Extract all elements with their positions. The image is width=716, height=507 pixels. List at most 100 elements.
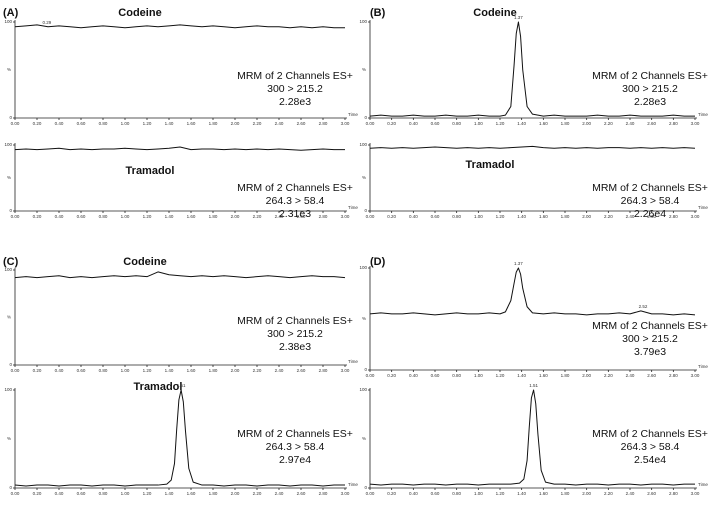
x-tick-label: 1.40: [165, 491, 174, 496]
x-tick-label: 0.20: [33, 491, 42, 496]
x-axis-label: Time: [348, 482, 358, 487]
y-tick-label: 100: [4, 267, 12, 272]
x-tick-label: 2.00: [231, 491, 240, 496]
x-tick-label: 1.60: [187, 121, 196, 126]
annotation: MRM of 2 Channels ES+: [592, 70, 708, 82]
x-tick-label: 0.00: [11, 121, 20, 126]
x-tick-label: 2.80: [319, 214, 328, 219]
x-axis-label: Time: [348, 205, 358, 210]
x-tick-label: 1.40: [517, 491, 526, 496]
x-tick-label: 2.80: [319, 491, 328, 496]
y-tick-label: 0: [364, 367, 367, 372]
x-tick-label: 0.40: [409, 491, 418, 496]
trace: [369, 21, 695, 117]
x-tick-label: 0.20: [33, 214, 42, 219]
x-tick-label: 0.40: [55, 121, 64, 126]
x-tick-label: 2.00: [231, 368, 240, 373]
x-tick-label: 2.00: [231, 121, 240, 126]
x-tick-label: 0.00: [366, 373, 375, 378]
y-axis-label: %: [7, 315, 11, 320]
x-tick-label: 1.20: [143, 121, 152, 126]
x-tick-label: 3.00: [691, 373, 700, 378]
x-tick-label: 1.20: [143, 368, 152, 373]
annotation: MRM of 2 Channels ES+: [237, 182, 353, 194]
x-tick-label: 0.80: [452, 214, 461, 219]
y-tick-label: 100: [359, 142, 367, 147]
y-axis-label: %: [362, 175, 366, 180]
x-tick-label: 0.60: [431, 121, 440, 126]
x-tick-label: 2.60: [297, 491, 306, 496]
x-tick-label: 0.80: [452, 491, 461, 496]
x-tick-label: 0.40: [409, 121, 418, 126]
x-tick-label: 0.20: [387, 491, 396, 496]
x-tick-label: 1.80: [561, 491, 570, 496]
x-axis-label: Time: [698, 482, 708, 487]
x-tick-label: 2.80: [669, 214, 678, 219]
x-tick-label: 3.00: [691, 214, 700, 219]
x-tick-label: 0.20: [33, 368, 42, 373]
chart-title: Codeine: [473, 7, 516, 19]
peak-label: 1.51: [529, 383, 538, 388]
x-tick-label: 0.20: [387, 214, 396, 219]
panel-label: (A): [3, 7, 19, 19]
x-tick-label: 1.80: [561, 214, 570, 219]
annotation: 300 > 215.2: [622, 333, 678, 345]
annotation: 2.54e4: [634, 454, 666, 466]
trace: [369, 145, 696, 149]
trace: [369, 389, 695, 486]
chart-title: Tramadol: [466, 159, 515, 171]
x-tick-label: 3.00: [691, 491, 700, 496]
peak-label: 1.37: [514, 261, 523, 266]
x-tick-label: 2.80: [669, 373, 678, 378]
y-tick-label: 0: [364, 115, 367, 120]
y-tick-label: 0: [9, 208, 12, 213]
annotation: 2.28e3: [279, 96, 311, 108]
x-tick-label: 0.80: [99, 214, 108, 219]
x-tick-label: 2.60: [297, 214, 306, 219]
annotation: 2.26e4: [634, 208, 666, 220]
y-tick-label: 100: [4, 142, 12, 147]
x-tick-label: 0.60: [431, 373, 440, 378]
x-tick-label: 0.60: [77, 491, 86, 496]
x-tick-label: 2.20: [604, 491, 613, 496]
annotation: 300 > 215.2: [622, 83, 678, 95]
y-axis-label: %: [7, 436, 11, 441]
x-tick-label: 1.60: [539, 491, 548, 496]
x-tick-label: 1.80: [209, 214, 218, 219]
x-tick-label: 1.00: [474, 373, 483, 378]
x-tick-label: 0.80: [99, 368, 108, 373]
annotation: MRM of 2 Channels ES+: [237, 315, 353, 327]
trace: [14, 146, 345, 151]
x-tick-label: 1.40: [517, 121, 526, 126]
x-tick-label: 0.60: [77, 368, 86, 373]
x-tick-label: 2.20: [253, 121, 262, 126]
annotation: 3.79e3: [634, 346, 666, 358]
annotation: MRM of 2 Channels ES+: [237, 428, 353, 440]
chart-title: Codeine: [118, 7, 161, 19]
x-tick-label: 1.80: [209, 491, 218, 496]
x-tick-label: 1.00: [121, 491, 130, 496]
y-tick-label: 0: [364, 485, 367, 490]
x-tick-label: 1.00: [474, 214, 483, 219]
x-tick-label: 2.60: [647, 214, 656, 219]
x-tick-label: 1.20: [496, 214, 505, 219]
trace: [14, 389, 345, 487]
annotation: MRM of 2 Channels ES+: [592, 320, 708, 332]
y-tick-label: 100: [4, 387, 12, 392]
trace: [14, 24, 345, 29]
annotation: 264.3 > 58.4: [266, 195, 325, 207]
x-tick-label: 1.20: [143, 491, 152, 496]
panel-label: (D): [370, 256, 386, 268]
x-axis-label: Time: [348, 112, 358, 117]
annotation: 300 > 215.2: [267, 83, 323, 95]
x-tick-label: 2.00: [231, 214, 240, 219]
peak-label: 2.52: [639, 304, 648, 309]
x-tick-label: 1.60: [539, 214, 548, 219]
panel-label: (C): [3, 256, 19, 268]
x-tick-label: 0.60: [431, 491, 440, 496]
x-tick-label: 0.60: [77, 121, 86, 126]
x-tick-label: 2.60: [297, 121, 306, 126]
x-tick-label: 3.00: [341, 121, 350, 126]
x-axis-label: Time: [698, 364, 708, 369]
